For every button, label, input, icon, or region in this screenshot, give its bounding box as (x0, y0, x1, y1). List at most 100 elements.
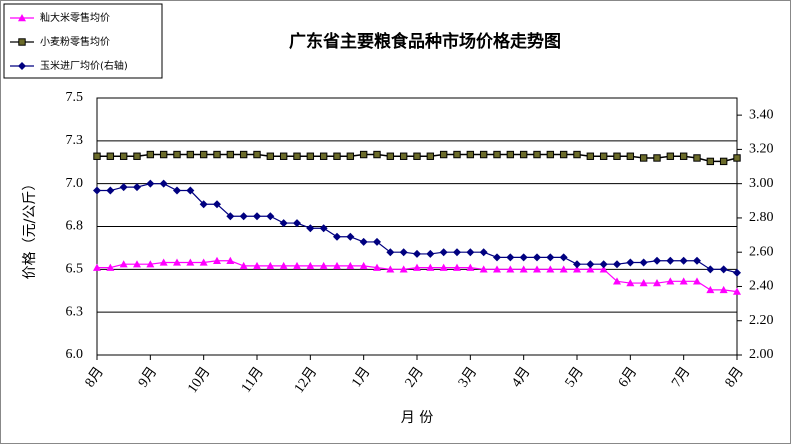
marker (613, 152, 621, 160)
marker (599, 152, 608, 160)
marker (159, 179, 168, 188)
marker (453, 150, 461, 159)
marker (466, 150, 475, 159)
marker (333, 232, 341, 241)
marker (293, 261, 301, 270)
marker (546, 150, 555, 159)
marker (359, 237, 368, 246)
marker (226, 256, 235, 264)
marker (479, 150, 488, 159)
marker (653, 256, 661, 265)
marker (226, 212, 235, 221)
marker (573, 260, 581, 269)
marker (573, 150, 581, 159)
marker (586, 260, 595, 269)
marker (306, 152, 315, 160)
marker (679, 277, 688, 285)
marker (186, 186, 195, 195)
marker (266, 261, 275, 270)
marker (519, 150, 528, 159)
y2-tick-label: 3.20 (749, 142, 774, 157)
marker (266, 212, 275, 221)
legend-label: 小麦粉零售均价 (40, 35, 110, 48)
marker (213, 200, 221, 209)
marker (146, 179, 155, 188)
marker (186, 150, 195, 159)
legend-label: 籼大米零售均价 (40, 11, 110, 24)
marker (626, 279, 635, 287)
marker (479, 265, 488, 273)
marker (399, 152, 408, 160)
marker (519, 265, 528, 273)
marker (386, 265, 395, 273)
marker (559, 253, 568, 262)
marker (466, 263, 475, 271)
marker (693, 256, 701, 265)
marker (519, 253, 528, 262)
marker (199, 150, 208, 159)
y2-tick-label: 2.20 (749, 313, 774, 328)
marker (666, 256, 675, 265)
marker (279, 261, 288, 270)
marker (559, 265, 568, 273)
marker (546, 253, 555, 262)
marker (239, 261, 248, 270)
marker (533, 265, 541, 273)
marker (626, 152, 635, 160)
marker (279, 152, 288, 160)
marker (626, 258, 635, 267)
marker (333, 261, 341, 270)
marker (506, 265, 515, 273)
marker (533, 150, 541, 159)
marker (586, 265, 595, 273)
marker (119, 152, 128, 160)
y2-tick-label: 3.00 (749, 176, 774, 191)
marker (533, 253, 541, 262)
marker (239, 212, 248, 221)
marker (453, 248, 461, 257)
marker (106, 152, 115, 160)
y2-tick-label: 3.40 (749, 107, 774, 122)
marker (426, 152, 435, 160)
marker (679, 256, 688, 265)
marker (133, 152, 141, 160)
legend-marker (18, 38, 26, 46)
marker (639, 279, 648, 287)
marker (693, 154, 701, 162)
marker (93, 186, 101, 195)
marker (399, 265, 408, 273)
marker (439, 150, 448, 159)
marker (719, 265, 728, 274)
marker (106, 186, 115, 195)
legend-label: 玉米进厂均价(右轴) (40, 59, 128, 72)
x-axis-title: 月 份 (401, 410, 433, 426)
marker (346, 232, 355, 241)
y-tick-label: 6.0 (66, 347, 84, 362)
marker (546, 265, 555, 273)
marker (706, 285, 715, 294)
marker (306, 261, 315, 270)
marker (159, 258, 168, 266)
marker (146, 260, 155, 268)
marker (253, 261, 261, 270)
marker (146, 150, 155, 159)
marker (493, 253, 501, 262)
marker (133, 260, 141, 268)
marker (706, 265, 715, 274)
marker (386, 152, 395, 160)
marker (93, 152, 101, 160)
marker (399, 248, 408, 257)
marker (479, 248, 488, 257)
marker (639, 258, 648, 267)
marker (346, 261, 355, 270)
marker (373, 150, 381, 159)
marker (493, 265, 501, 273)
y-tick-label: 6.5 (66, 262, 84, 277)
marker (266, 152, 275, 160)
chart-title: 广东省主要粮食品种市场价格走势图 (289, 31, 561, 52)
y-tick-label: 7.3 (66, 133, 84, 148)
marker (199, 200, 208, 209)
marker (586, 152, 595, 160)
marker (173, 258, 181, 266)
